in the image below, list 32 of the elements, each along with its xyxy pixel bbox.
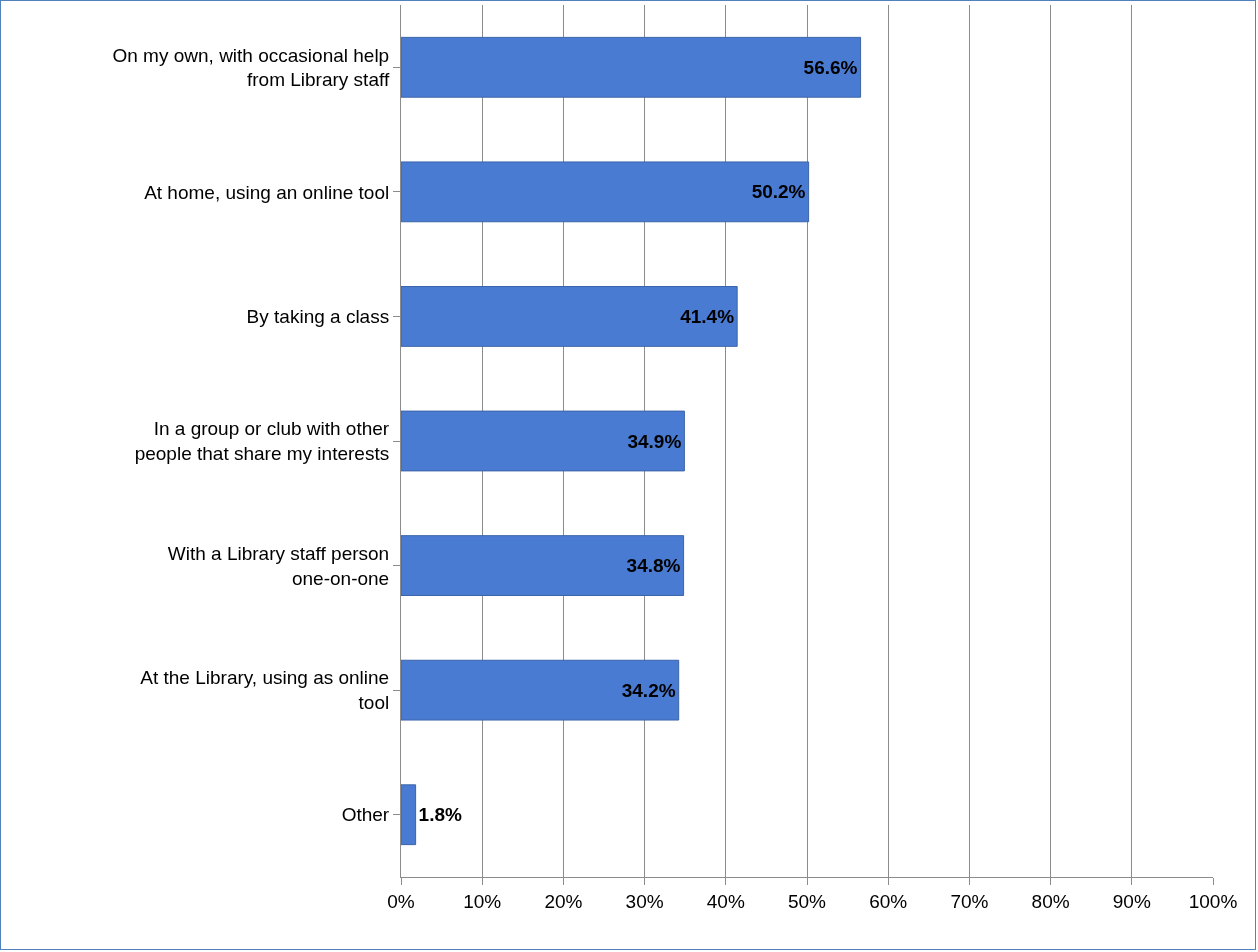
data-label: 41.4% [680, 305, 735, 327]
data-label: 34.9% [627, 430, 682, 452]
y-tick-label: At the Library, using as online tool [140, 667, 390, 714]
bar [401, 784, 417, 846]
bar [401, 659, 680, 721]
x-tick-label: 70% [950, 890, 989, 912]
y-tick-label: In a group or club with other people that share my interests [134, 418, 390, 464]
bar [401, 36, 862, 98]
x-tick-label: 30% [625, 890, 664, 912]
bar [401, 410, 685, 472]
x-tick-label: 10% [463, 890, 502, 912]
bar [401, 161, 810, 223]
data-label: 34.8% [626, 555, 681, 577]
data-label: 56.6% [803, 56, 858, 78]
x-tick-label: 20% [544, 890, 583, 912]
x-tick-label: 0% [387, 890, 415, 912]
data-label: 34.2% [621, 679, 676, 701]
x-tick-label: 40% [706, 890, 745, 912]
y-tick-label: By taking a class [246, 306, 390, 328]
data-label: 1.8% [418, 804, 463, 826]
x-tick-label: 90% [1112, 890, 1151, 912]
x-tick-label: 100% [1188, 890, 1238, 912]
bar [401, 535, 685, 596]
x-tick-label: 50% [787, 890, 827, 912]
y-tick-label: Other [341, 804, 390, 826]
x-tick-label: 60% [869, 890, 908, 912]
data-label: 50.2% [751, 181, 806, 203]
y-tick-label: On my own, with occasional help from Library staff [112, 44, 390, 91]
bar [401, 286, 738, 347]
y-tick-label: With a Library staff person one-on-one [167, 542, 390, 589]
y-tick-label: At home, using an online tool [144, 181, 390, 203]
x-tick-label: 80% [1031, 890, 1070, 912]
